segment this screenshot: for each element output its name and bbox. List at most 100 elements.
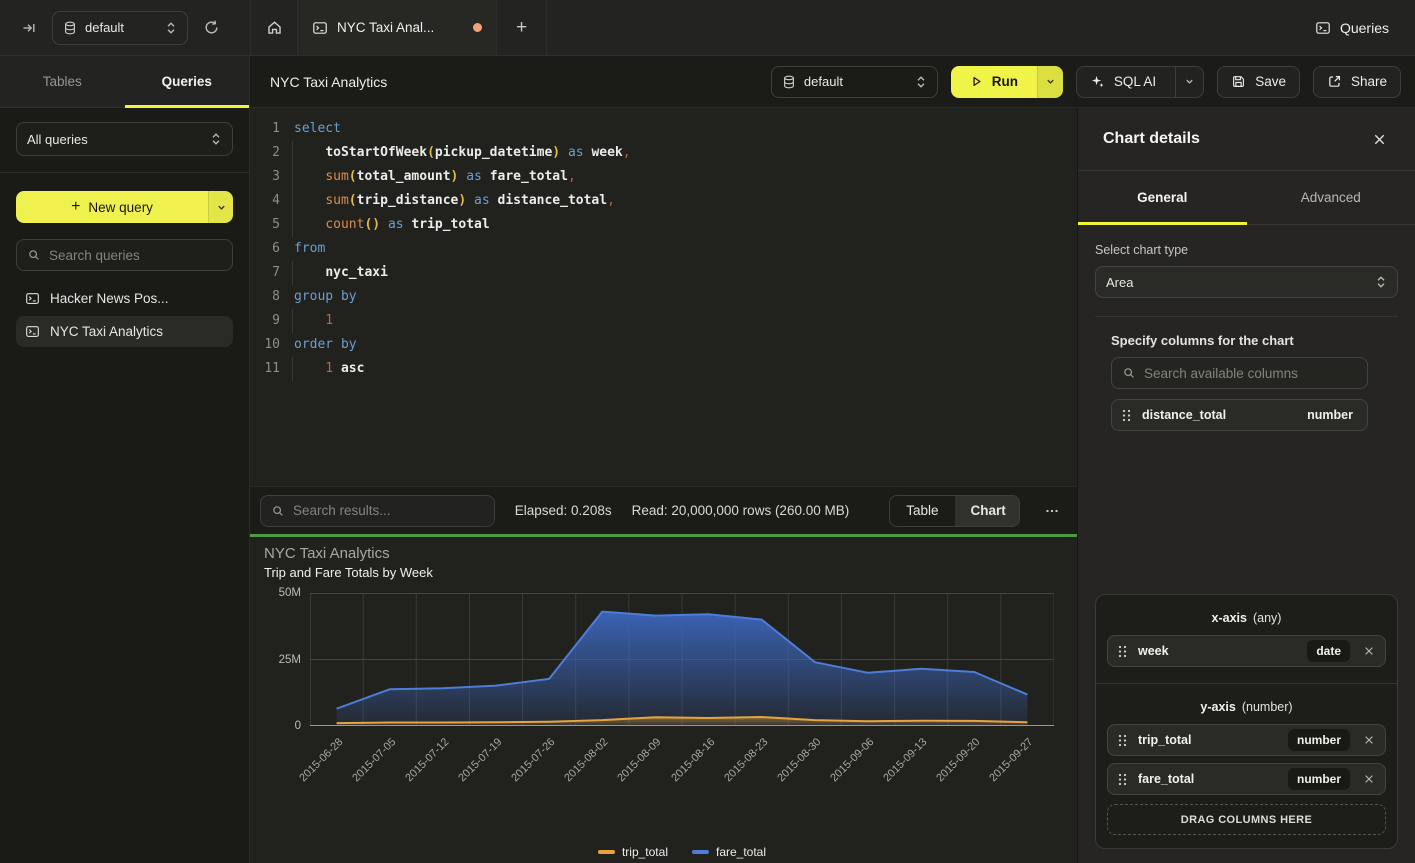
y-axis-tick-label: 25M [279,654,301,666]
sidebar-tab-queries[interactable]: Queries [125,56,250,107]
axis-column-chip[interactable]: fare_totalnumber [1107,763,1386,795]
remove-column-button[interactable] [1363,645,1375,657]
x-axis-tick-label: 2015-06-28 [297,736,345,784]
x-axis-tick-label: 2015-08-02 [562,736,610,784]
results-search-input[interactable] [293,503,484,518]
sql-ai-button[interactable]: SQL AI [1076,66,1204,98]
query-terminal-icon [25,324,40,339]
column-type-badge: number [1288,768,1350,790]
chart-type-select[interactable]: Area [1095,266,1398,298]
query-list-item[interactable]: NYC Taxi Analytics [16,316,233,347]
columns-search-input[interactable] [1144,366,1357,381]
save-button[interactable]: Save [1217,66,1300,98]
query-list-item[interactable]: Hacker News Pos... [16,283,233,314]
token: () [364,217,380,232]
line-number: 3 [250,165,280,189]
y-axis-tick-label: 50M [279,587,301,599]
x-axis-tick-label: 2015-07-05 [350,736,398,784]
queries-link[interactable]: Queries [1315,20,1389,36]
share-label: Share [1351,74,1387,89]
collapse-sidebar-button[interactable] [16,15,42,41]
chart-type-value: Area [1106,275,1367,290]
column-type: number [1307,408,1353,422]
chart-title: NYC Taxi Analytics [264,545,1077,562]
x-axis-title: x-axis [1212,611,1247,625]
refresh-icon [203,19,220,36]
run-button[interactable]: Run [951,66,1037,98]
y-axis-hint: (number) [1242,700,1293,714]
y-axis-title: y-axis [1200,700,1235,714]
code-line: 2 toStartOfWeek(pickup_datetime) as week… [250,141,1077,165]
new-tab-button[interactable]: + [497,0,547,55]
token: pickup_datetime [435,145,552,160]
queries-filter-select[interactable]: All queries [16,122,233,156]
line-number: 1 [250,117,280,141]
x-axis-tick-label: 2015-09-20 [934,736,982,784]
drag-handle-icon[interactable] [1118,645,1127,658]
column-type-badge: date [1307,640,1350,662]
view-toggle: Table Chart [889,495,1019,527]
home-icon [266,19,283,36]
rows-read: Read: 20,000,000 rows (260.00 MB) [632,503,850,518]
query-title: NYC Taxi Analytics [270,74,771,90]
code-line: 5 count() as trip_total [250,213,1077,237]
code-text: order by [292,333,357,357]
remove-column-button[interactable] [1363,773,1375,785]
sparkles-icon [1090,74,1105,89]
x-axis-tick-label: 2015-09-13 [881,736,929,784]
x-axis-tick-label: 2015-09-06 [828,736,876,784]
home-tab[interactable] [250,0,297,55]
code-line: 9 1 [250,309,1077,333]
queries-filter-value: All queries [27,132,202,147]
sidebar-tab-underline [125,105,250,108]
query-toolbar: NYC Taxi Analytics default Run [250,56,1415,108]
tab-advanced[interactable]: Advanced [1247,171,1415,224]
query-terminal-icon [312,20,328,36]
new-query-caret-button[interactable] [208,191,233,223]
sidebar-search-input[interactable] [49,248,226,263]
sidebar-body: All queries + New query Hacker News Pos.… [0,108,249,361]
sidebar-tabs: Tables Queries [0,56,249,108]
sidebar-tab-tables[interactable]: Tables [0,56,125,107]
token: select [294,121,341,136]
chart-details-tabs: General Advanced [1078,171,1415,225]
view-toggle-chart[interactable]: Chart [955,496,1020,526]
workspace-column: NYC Taxi Analytics default Run [250,56,1415,863]
sql-editor[interactable]: 1 select 2 toStartOfWeek(pickup_datetime) … [250,108,1077,487]
code-text: group by [292,285,357,309]
legend-item[interactable]: trip_total [598,845,668,859]
tabstrip: NYC Taxi Anal... + [250,0,547,55]
drag-handle-icon[interactable] [1122,409,1131,422]
x-axis-tick-label: 2015-08-16 [669,736,717,784]
remove-column-button[interactable] [1363,734,1375,746]
axis-column-chip[interactable]: weekdate [1107,635,1386,667]
new-query-button[interactable]: + New query [16,191,208,223]
available-column-chip[interactable]: distance_totalnumber [1111,399,1368,431]
run-caret-button[interactable] [1037,66,1063,98]
tab-general[interactable]: General [1078,171,1247,224]
details-tab-underline [1078,222,1247,225]
refresh-button[interactable] [198,15,224,41]
drag-handle-icon[interactable] [1118,773,1127,786]
chart-legend: trip_total fare_total [310,845,1054,859]
token: ( [349,193,357,208]
close-panel-button[interactable] [1372,132,1387,147]
results-more-button[interactable] [1040,498,1065,524]
token: trip_distance [357,193,459,208]
token: , [568,169,576,184]
tab-nyc-taxi-analytics[interactable]: NYC Taxi Anal... [297,0,497,55]
chart-plot[interactable]: 50M25M0 [310,593,1054,726]
topbar-database-selector[interactable]: default [52,11,188,45]
axis-column-chip[interactable]: trip_totalnumber [1107,724,1386,756]
legend-item[interactable]: fare_total [692,845,766,859]
toolbar-database-selector[interactable]: default [771,66,938,98]
view-toggle-table[interactable]: Table [890,496,954,526]
sql-ai-caret[interactable] [1175,67,1203,97]
drag-columns-drop-zone[interactable]: DRAG COLUMNS HERE [1107,804,1386,835]
drag-handle-icon[interactable] [1118,734,1127,747]
token [294,265,325,280]
elapsed-time: Elapsed: 0.208s [515,503,612,518]
code-text: nyc_taxi [292,261,388,285]
share-button[interactable]: Share [1313,66,1401,98]
queries-link-label: Queries [1340,20,1389,36]
